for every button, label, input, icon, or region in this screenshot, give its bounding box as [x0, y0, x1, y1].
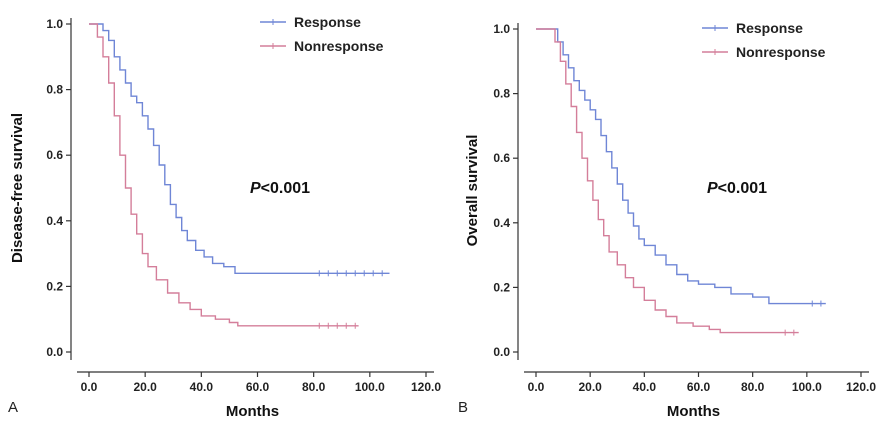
chart-panel-b: 0.0 20.0 40.0 60.0 80.0 100.0 120.0 0.0 0.2 0.4 0.… — [458, 20, 876, 420]
legend-item-nonresponse: Nonresponse — [260, 38, 384, 54]
x-tick-label: 40.0 — [190, 380, 214, 394]
y-tick-label: 1.0 — [493, 22, 510, 36]
y-tick-label: 0.2 — [493, 280, 510, 294]
y-tick-label: 0.0 — [493, 345, 510, 359]
x-axis-title: Months — [226, 403, 279, 420]
y-tick-label: 0.8 — [493, 87, 510, 101]
x-tick-label: 60.0 — [687, 380, 711, 394]
x-tick-label: 20.0 — [578, 380, 602, 394]
y-tick-label: 1.0 — [46, 17, 63, 31]
panel-letter: A — [8, 399, 18, 416]
x-tick-label: 80.0 — [741, 380, 765, 394]
legend-label: Response — [294, 14, 361, 30]
series-line-response — [89, 23, 390, 274]
legend-label: Nonresponse — [294, 38, 384, 54]
x-tick-label: 100.0 — [792, 380, 822, 394]
y-axis-title: Overall survival — [464, 135, 481, 247]
y-tick-label: 0.4 — [493, 216, 510, 230]
p-symbol: P — [250, 180, 261, 197]
y-tick-label: 0.6 — [46, 148, 63, 162]
legend-item-response: Response — [260, 14, 361, 30]
legend-item-nonresponse: Nonresponse — [702, 44, 826, 60]
p-value: <0.001 — [261, 180, 310, 197]
p-value-annotation: P<0.001 — [707, 180, 767, 197]
x-tick-label: 0.0 — [528, 380, 545, 394]
x-tick-label: 120.0 — [846, 380, 876, 394]
legend-label: Nonresponse — [736, 44, 826, 60]
x-tick-label: 120.0 — [411, 380, 441, 394]
x-axis-title: Months — [667, 403, 720, 420]
y-tick-label: 0.0 — [46, 345, 63, 359]
x-tick-label: 100.0 — [355, 380, 385, 394]
y-tick-label: 0.4 — [46, 214, 63, 228]
p-value-annotation: P<0.001 — [250, 180, 310, 197]
x-tick-label: 0.0 — [81, 380, 98, 394]
x-tick-label: 40.0 — [633, 380, 657, 394]
legend-label: Response — [736, 20, 803, 36]
y-tick-label: 0.8 — [46, 83, 63, 97]
x-tick-label: 80.0 — [302, 380, 326, 394]
panel-letter: B — [458, 399, 468, 416]
series-line-nonresponse — [536, 28, 799, 334]
x-tick-label: 20.0 — [133, 380, 157, 394]
chart-panel-a: 0.0 20.0 40.0 60.0 80.0 100.0 120.0 0.0 0.2 0.4 0.… — [8, 14, 441, 420]
p-value: <0.001 — [718, 180, 767, 197]
series-line-nonresponse — [89, 23, 359, 327]
x-tick-label: 60.0 — [246, 380, 270, 394]
legend-item-response: Response — [702, 20, 803, 36]
y-tick-label: 0.6 — [493, 151, 510, 165]
y-axis-title: Disease-free survival — [9, 113, 26, 263]
series-line-response — [536, 28, 826, 305]
p-symbol: P — [707, 180, 718, 197]
y-tick-label: 0.2 — [46, 279, 63, 293]
